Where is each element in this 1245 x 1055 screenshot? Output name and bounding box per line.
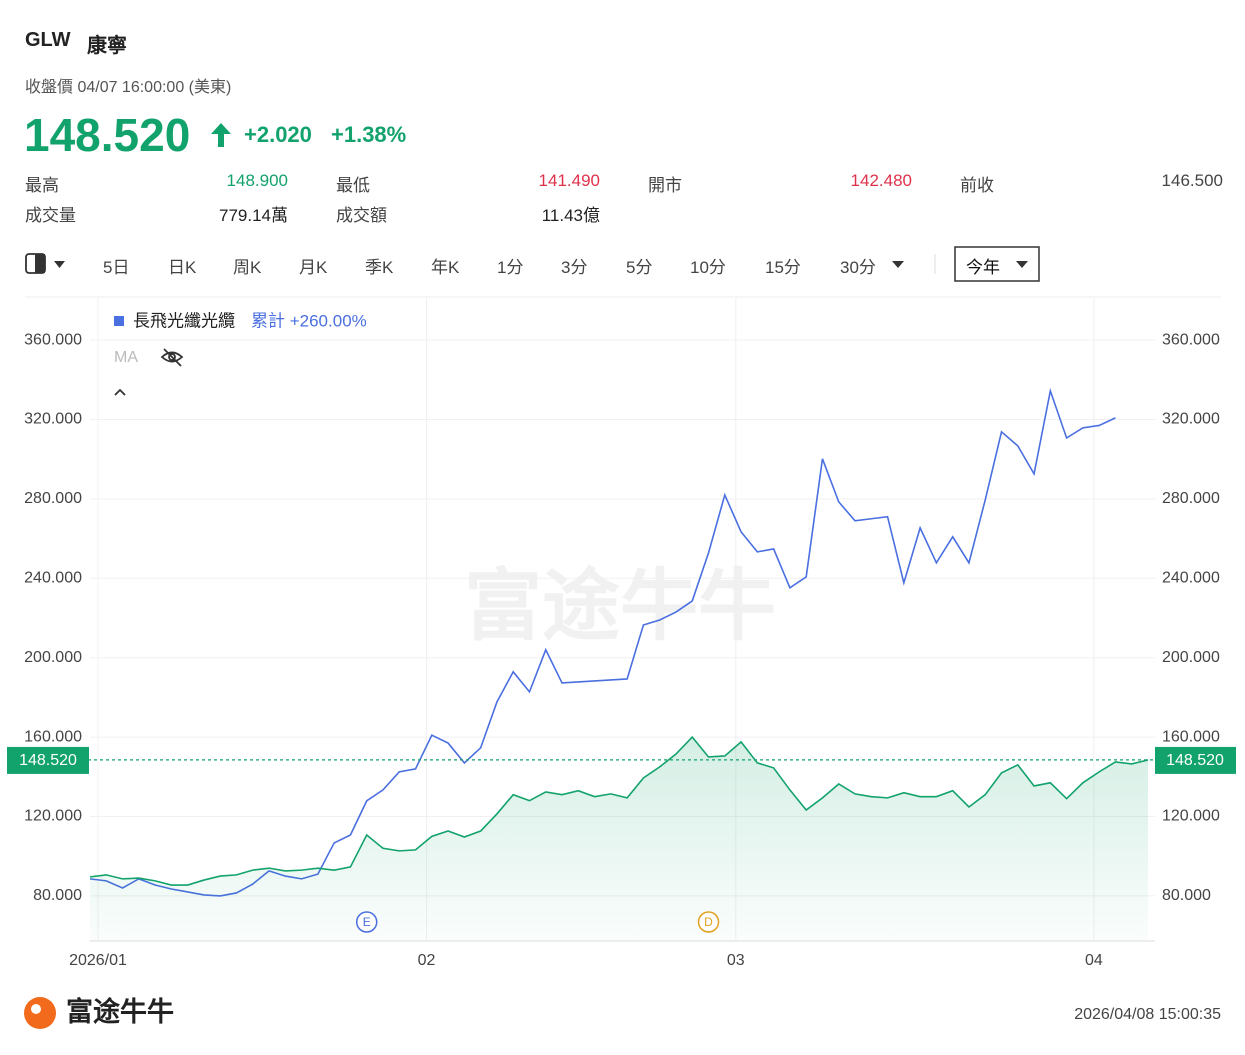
timestamp: 2026/04/08 15:00:35 xyxy=(1074,1006,1221,1023)
event-marker[interactable] xyxy=(355,911,378,933)
price-tag-bg xyxy=(1155,746,1236,774)
period-tab[interactable]: 月K xyxy=(299,258,328,277)
legend-name: 長飛光纖光纜 xyxy=(133,311,235,330)
price-tag-bg xyxy=(7,746,89,774)
stat-label: 前收 xyxy=(960,176,994,195)
dropdown-arrow xyxy=(892,261,904,268)
x-tick-label: 03 xyxy=(727,952,745,969)
period-tab[interactable]: 5分 xyxy=(626,258,653,277)
footer-brand: 富途牛牛 xyxy=(66,996,174,1027)
event-label: D xyxy=(704,915,713,929)
y-tick-label: 280.000 xyxy=(24,490,82,507)
period-tab[interactable]: 3分 xyxy=(561,258,588,277)
event-marker[interactable] xyxy=(697,911,720,933)
y-tick-label: 360.000 xyxy=(24,331,82,348)
dropdown-arrow xyxy=(54,261,65,268)
stat-value: 146.500 xyxy=(1161,171,1223,190)
price-tag: 148.520 xyxy=(1166,752,1224,769)
period-tab[interactable]: 周K xyxy=(233,258,262,277)
price: 148.520 xyxy=(24,109,191,161)
stat-value: 779.14萬 xyxy=(219,206,288,225)
stat-label: 成交量 xyxy=(25,206,76,225)
stat-label: 開市 xyxy=(648,176,682,195)
period-tab[interactable]: 30分 xyxy=(840,258,876,277)
y-tick-label: 320.000 xyxy=(24,411,82,428)
y-tick-label: 200.000 xyxy=(24,649,82,666)
stat-label: 最低 xyxy=(336,176,370,195)
y-tick-label-right: 80.000 xyxy=(1162,887,1211,904)
period-tab[interactable]: 年K xyxy=(431,258,460,277)
watermark: 富途牛牛 xyxy=(464,562,776,650)
x-tick-label: 02 xyxy=(418,952,436,969)
period-tab[interactable]: 5日 xyxy=(103,258,130,277)
collapse-icon[interactable] xyxy=(114,388,126,396)
stat-label: 最高 xyxy=(25,176,59,195)
y-tick-label-right: 320.000 xyxy=(1162,411,1220,428)
layout-icon-half xyxy=(35,254,45,273)
y-tick-label-right: 120.000 xyxy=(1162,808,1220,825)
change-pct: +1.38% xyxy=(331,122,407,147)
period-tab[interactable]: 季K xyxy=(365,258,394,277)
toolbar-icons xyxy=(25,246,1040,282)
eye-icon[interactable] xyxy=(160,348,184,367)
legend-swatch xyxy=(114,316,124,326)
period-tab[interactable]: 10分 xyxy=(690,258,726,277)
y-tick-label: 160.000 xyxy=(24,728,82,745)
y-tick-label-right: 240.000 xyxy=(1162,570,1220,587)
series-line xyxy=(89,735,1149,886)
y-tick-label-right: 280.000 xyxy=(1162,490,1220,507)
stat-value: 148.900 xyxy=(226,171,288,190)
y-tick-label: 80.000 xyxy=(33,887,82,904)
range-box[interactable] xyxy=(954,246,1040,282)
y-tick-label-right: 160.000 xyxy=(1162,728,1220,745)
stock-name: 康寧 xyxy=(87,35,127,57)
change: +2.020 xyxy=(244,122,312,147)
y-tick-label: 120.000 xyxy=(24,808,82,825)
y-tick-label: 240.000 xyxy=(24,570,82,587)
footer-logo xyxy=(24,997,56,1029)
period-tab[interactable]: 15分 xyxy=(765,258,801,277)
stat-label: 成交額 xyxy=(336,206,387,225)
dropdown-arrow xyxy=(1016,261,1028,268)
event-label: E xyxy=(363,915,371,929)
y-tick-label-right: 200.000 xyxy=(1162,649,1220,666)
stat-value: 141.490 xyxy=(538,171,600,190)
price-tag: 148.520 xyxy=(19,752,77,769)
x-tick-label: 2026/01 xyxy=(69,952,127,969)
subtitle: 收盤價 04/07 16:00:00 (美東) xyxy=(25,79,232,96)
symbol: GLW xyxy=(25,29,71,51)
up-arrow xyxy=(211,123,231,147)
period-tab[interactable]: 日K xyxy=(168,258,197,277)
x-tick-label: 04 xyxy=(1085,952,1103,969)
y-tick-label-right: 360.000 xyxy=(1162,331,1220,348)
range-select[interactable]: 今年 xyxy=(966,258,1000,277)
stat-value: 11.43億 xyxy=(541,206,600,225)
period-tab[interactable]: 1分 xyxy=(497,258,524,277)
ma-label: MA xyxy=(114,349,138,366)
legend-cumulative: 累計 +260.00% xyxy=(251,311,367,330)
stat-value: 142.480 xyxy=(850,171,912,190)
area xyxy=(90,737,1148,941)
